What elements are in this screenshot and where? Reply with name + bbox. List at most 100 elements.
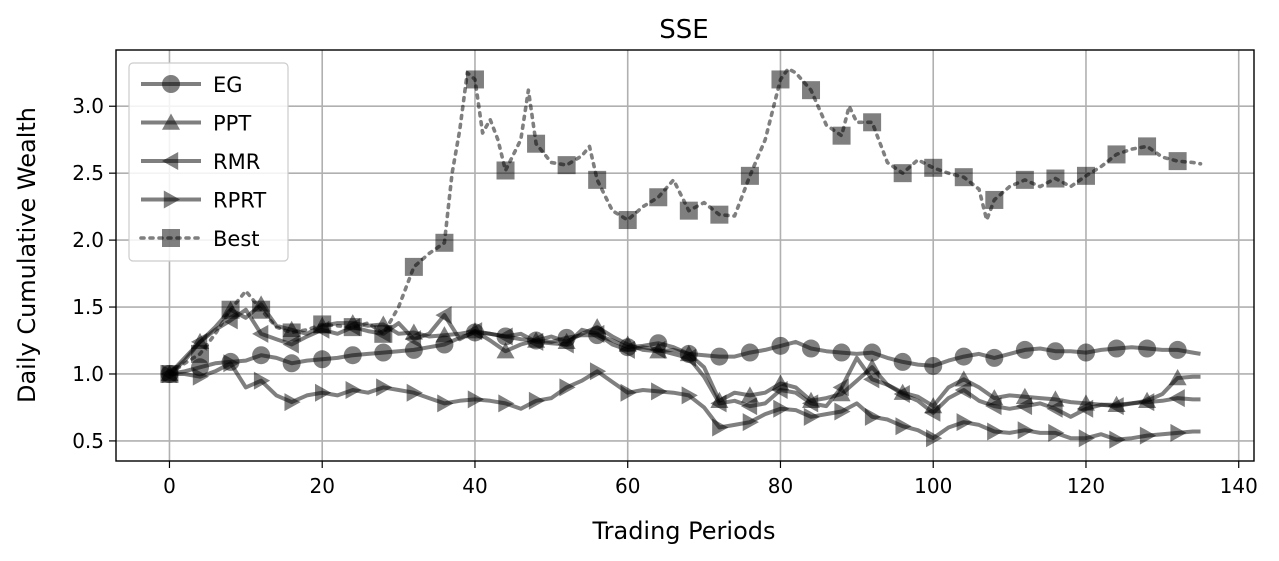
grid: [116, 50, 1254, 461]
data-point-rprt: [803, 407, 821, 426]
legend-label-rprt: RPRT: [213, 189, 266, 213]
legend: EG PPT RMR RPRT Best: [128, 62, 289, 262]
data-point-rmr: [679, 348, 697, 367]
data-point-rmr: [1046, 399, 1063, 418]
data-point-rmr: [618, 340, 635, 359]
data-point-rprt: [467, 390, 484, 409]
data-point-rprt: [1170, 423, 1187, 442]
data-point-rprt: [498, 394, 515, 413]
data-point-rprt: [345, 381, 362, 400]
legend-box: [128, 62, 289, 262]
data-point-best: [557, 156, 576, 175]
data-point-rprt: [1139, 426, 1157, 445]
data-point-rprt: [376, 378, 393, 397]
data-point-rprt: [284, 393, 301, 412]
data-point-ppt: [1168, 368, 1187, 386]
data-point-rprt: [926, 429, 943, 448]
data-point-rprt: [528, 391, 546, 410]
y-tick-label: 2.5: [72, 161, 104, 185]
data-point-best: [893, 164, 912, 183]
data-point-best: [1107, 145, 1126, 164]
data-point-eg: [313, 350, 332, 369]
data-point-eg: [802, 339, 821, 358]
data-point-eg: [1107, 339, 1126, 358]
legend-label-rmr: RMR: [213, 150, 260, 174]
x-tick-label: 140: [1220, 474, 1258, 498]
legend-marker-ppt: [162, 113, 180, 130]
x-tick-label: 0: [163, 474, 176, 498]
data-point-best: [160, 364, 179, 383]
x-tick-label: 60: [615, 474, 640, 498]
y-tick-label: 0.5: [72, 429, 104, 453]
data-point-best: [1168, 152, 1187, 171]
data-point-rprt: [1017, 421, 1034, 440]
data-point-rprt: [192, 367, 210, 386]
data-point-best: [588, 170, 607, 189]
data-point-eg: [1168, 340, 1187, 359]
data-point-rmr: [435, 306, 452, 325]
data-point-rmr: [863, 370, 880, 389]
data-point-best: [435, 233, 454, 252]
data-point-rprt: [223, 354, 240, 373]
data-point-rprt: [681, 386, 698, 405]
data-point-best: [221, 300, 240, 319]
data-point-eg: [1076, 343, 1095, 362]
legend-item-ppt: PPT: [141, 112, 251, 136]
series-rprt: [162, 354, 1201, 449]
legend-marker-rprt: [163, 190, 180, 209]
chart-title: SSE: [659, 15, 708, 45]
data-point-rprt: [620, 383, 637, 402]
x-tick-label: 40: [462, 474, 487, 498]
data-point-best: [679, 201, 698, 220]
x-tick-label: 20: [309, 474, 334, 498]
data-point-rprt: [834, 402, 851, 421]
data-point-rmr: [1107, 397, 1124, 416]
data-point-best: [343, 318, 362, 337]
data-point-ppt: [954, 370, 973, 387]
y-tick-label: 2.0: [72, 228, 104, 252]
legend-item-rprt: RPRT: [141, 189, 266, 213]
data-point-best: [282, 323, 301, 342]
data-point-rprt: [315, 383, 332, 402]
data-point-best: [191, 344, 210, 363]
data-point-rmr: [710, 394, 727, 413]
data-point-rmr: [1138, 393, 1155, 412]
data-point-rprt: [437, 394, 454, 413]
data-point-rprt: [589, 362, 607, 381]
legend-marker-eg: [162, 75, 180, 93]
data-point-rmr: [802, 394, 819, 413]
data-point-eg: [374, 343, 393, 362]
data-point-rprt: [712, 418, 729, 437]
ticks: 0 20 40 60 80 100 120 140 0.5 1.0 1.5 2.0 2.5 3.0: [72, 94, 1258, 498]
data-point-ppt: [435, 326, 454, 343]
y-tick-label: 3.0: [72, 94, 104, 118]
data-point-best: [985, 190, 1004, 209]
data-point-rprt: [1078, 429, 1095, 448]
data-point-eg: [893, 352, 912, 371]
data-point-best: [863, 113, 882, 132]
data-point-eg: [282, 354, 301, 373]
data-point-rprt: [864, 407, 882, 426]
data-point-rprt: [987, 422, 1004, 441]
data-point-rprt: [1048, 423, 1065, 442]
series-rmr: [160, 306, 1201, 422]
data-point-rmr: [588, 324, 605, 343]
data-point-rmr: [496, 327, 513, 346]
data-point-eg: [740, 343, 759, 362]
data-point-rprt: [773, 399, 790, 418]
data-point-best: [710, 205, 729, 224]
data-point-rprt: [406, 383, 423, 402]
data-point-rprt: [253, 371, 271, 390]
data-point-eg: [1138, 339, 1157, 358]
data-point-best: [313, 315, 332, 334]
data-point-rmr: [1168, 389, 1185, 408]
data-point-eg: [863, 343, 882, 362]
data-point-ppt: [832, 385, 851, 402]
data-point-rmr: [527, 332, 544, 351]
data-point-best: [404, 257, 423, 276]
x-tick-label: 120: [1067, 474, 1105, 498]
data-point-rprt: [742, 413, 759, 432]
data-point-eg: [343, 346, 362, 365]
data-point-rmr: [557, 335, 574, 354]
